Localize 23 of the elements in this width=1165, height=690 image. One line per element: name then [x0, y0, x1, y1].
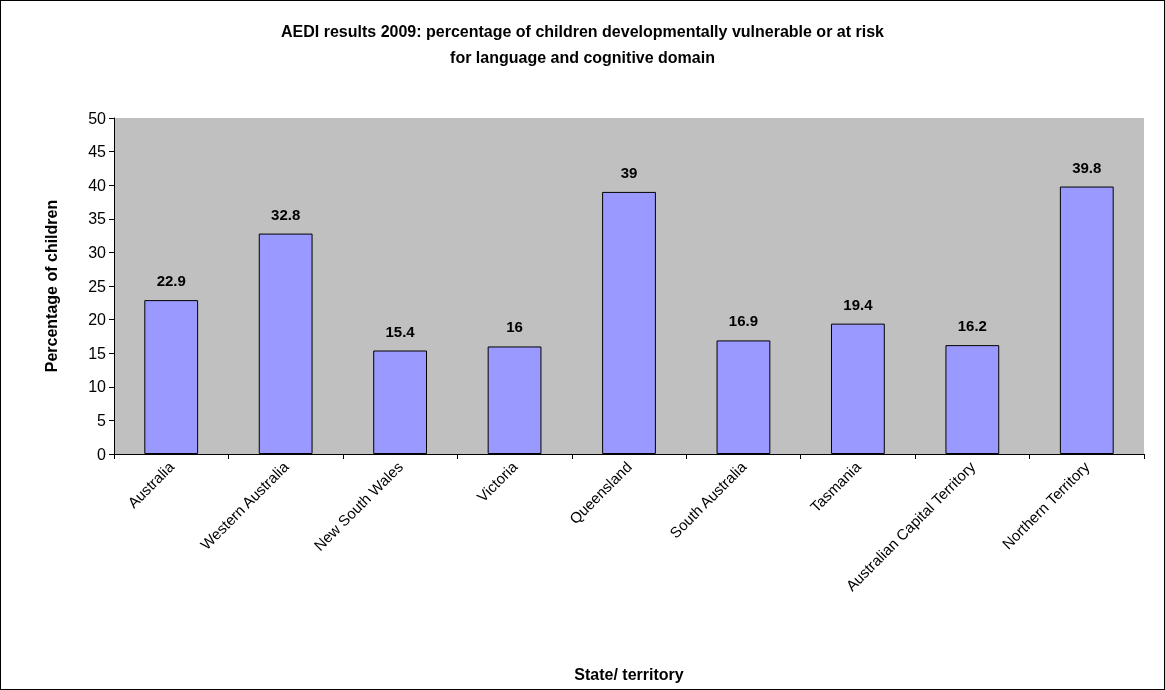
y-tick-label: 5 — [97, 411, 107, 429]
data-label: 39.8 — [1072, 158, 1102, 176]
y-tick-label: 15 — [88, 344, 107, 362]
y-tick-label: 0 — [97, 445, 107, 463]
data-label: 19.4 — [843, 295, 874, 313]
y-tick-label: 10 — [88, 378, 107, 396]
data-label: 15.4 — [385, 322, 416, 340]
x-axis-title: State/ territory — [574, 665, 684, 683]
chart-title: AEDI results 2009: percentage of children developmentally vulnerable or at risk for language and cognitive domain — [281, 22, 885, 66]
data-label: 16 — [506, 318, 523, 336]
data-label: 16.9 — [728, 312, 759, 330]
y-tick-label: 30 — [88, 243, 107, 261]
y-tick-label: 45 — [88, 143, 107, 161]
y-tick-label: 25 — [88, 277, 107, 295]
data-label: 16.2 — [957, 317, 987, 335]
y-tick-label: 35 — [88, 210, 107, 228]
y-axis-title: Percentage of children — [42, 199, 60, 373]
data-label: 39 — [620, 163, 638, 181]
y-tick-label: 50 — [88, 109, 107, 127]
data-label: 32.8 — [271, 205, 301, 223]
data-label: 22.9 — [156, 272, 186, 290]
y-tick-label: 40 — [88, 176, 107, 194]
y-tick-label: 20 — [88, 311, 107, 329]
